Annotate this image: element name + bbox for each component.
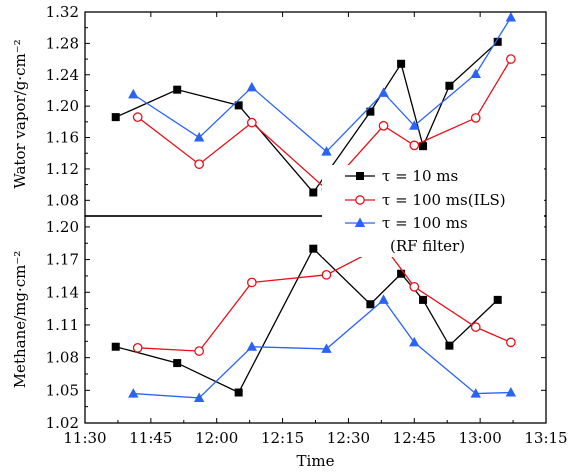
bottom-data-point-0 bbox=[397, 269, 406, 278]
bottom-data-point-1 bbox=[506, 337, 516, 348]
top-y-tick-label: 1.32 bbox=[46, 3, 79, 21]
top-data-point-0 bbox=[234, 101, 243, 110]
x-tick-label: 12:45 bbox=[393, 429, 436, 447]
bottom-data-point-1 bbox=[246, 277, 257, 288]
bottom-series-line-2 bbox=[133, 298, 511, 399]
top-data-point-1 bbox=[409, 140, 420, 151]
x-tick-label: 12:30 bbox=[327, 429, 370, 447]
top-y-axis-label: Wator vapor/g·cm⁻² bbox=[11, 39, 29, 188]
bottom-y-tick-label: 1.20 bbox=[46, 218, 79, 236]
bottom-data-point-0 bbox=[366, 300, 375, 309]
legend-background bbox=[322, 165, 544, 257]
x-tick-label: 12:15 bbox=[261, 429, 304, 447]
top-data-point-2 bbox=[505, 11, 517, 22]
x-axis-label: Time bbox=[297, 452, 335, 470]
bottom-y-tick-label: 1.02 bbox=[46, 414, 79, 432]
bottom-series-line-1 bbox=[137, 244, 512, 352]
top-data-point-0 bbox=[493, 37, 502, 46]
bottom-data-point-0 bbox=[493, 295, 502, 304]
top-data-point-0 bbox=[419, 142, 428, 151]
top-y-tick-label: 1.08 bbox=[46, 191, 79, 209]
bottom-data-point-2 bbox=[470, 388, 481, 398]
top-y-tick-label: 1.20 bbox=[46, 97, 79, 115]
bottom-series-line-0 bbox=[115, 247, 499, 394]
top-y-tick-label: 1.28 bbox=[46, 34, 79, 52]
legend-marker-2 bbox=[354, 217, 366, 227]
bottom-data-point-1 bbox=[194, 346, 205, 356]
top-data-point-0 bbox=[397, 59, 406, 68]
bottom-y-tick-label: 1.11 bbox=[46, 316, 79, 334]
top-data-point-1 bbox=[506, 54, 516, 64]
top-y-tick-label: 1.16 bbox=[46, 129, 79, 147]
top-data-point-0 bbox=[173, 85, 182, 94]
bottom-data-point-2 bbox=[128, 388, 139, 398]
legend-marker-0 bbox=[356, 172, 364, 180]
top-data-point-2 bbox=[470, 68, 481, 78]
top-data-point-1 bbox=[246, 117, 257, 128]
bottom-data-point-2 bbox=[505, 386, 517, 397]
bottom-y-tick-label: 1.08 bbox=[46, 349, 79, 367]
top-data-point-1 bbox=[132, 112, 143, 122]
bottom-data-point-2 bbox=[409, 336, 420, 347]
legend-label-0: τ = 10 ms bbox=[382, 167, 458, 185]
top-data-point-0 bbox=[445, 81, 454, 90]
top-data-point-1 bbox=[378, 120, 389, 131]
bottom-y-tick-label: 1.17 bbox=[46, 251, 79, 269]
bottom-y-tick-label: 1.14 bbox=[46, 283, 79, 301]
bottom-data-point-0 bbox=[445, 341, 454, 350]
bottom-y-axis-label: Methane/mg·cm⁻² bbox=[11, 251, 29, 389]
bottom-data-point-2 bbox=[193, 392, 205, 402]
legend-label-2: τ = 100 ms bbox=[382, 214, 468, 232]
legend-marker-1 bbox=[355, 195, 365, 205]
legend-label-2-line2: (RF filter) bbox=[390, 237, 465, 255]
bottom-data-point-0 bbox=[111, 342, 120, 351]
bottom-data-point-2 bbox=[321, 343, 332, 353]
top-data-point-1 bbox=[194, 159, 205, 170]
top-series-line-2 bbox=[132, 17, 512, 153]
top-y-tick-label: 1.12 bbox=[46, 160, 79, 178]
x-tick-label: 12:00 bbox=[195, 429, 238, 447]
bottom-data-point-0 bbox=[309, 244, 318, 253]
top-data-point-2 bbox=[193, 132, 205, 142]
top-y-tick-label: 1.24 bbox=[46, 66, 79, 84]
bottom-data-point-0 bbox=[234, 388, 243, 397]
x-tick-label: 11:30 bbox=[63, 429, 106, 447]
top-data-point-1 bbox=[470, 113, 481, 123]
top-data-point-0 bbox=[366, 107, 375, 116]
top-data-point-2 bbox=[128, 88, 139, 99]
legend-label-1: τ = 100 ms(ILS) bbox=[382, 191, 506, 209]
top-data-point-2 bbox=[378, 87, 389, 97]
bottom-data-point-1 bbox=[470, 322, 481, 332]
bottom-data-point-2 bbox=[378, 294, 389, 304]
bottom-data-point-1 bbox=[132, 342, 143, 353]
bottom-data-point-0 bbox=[173, 359, 182, 368]
top-data-point-2 bbox=[321, 146, 332, 156]
top-data-point-2 bbox=[246, 81, 258, 92]
top-data-point-0 bbox=[309, 188, 318, 197]
top-series-line-1 bbox=[137, 58, 512, 191]
bottom-data-point-1 bbox=[409, 281, 420, 292]
top-data-point-2 bbox=[409, 120, 420, 130]
x-tick-label: 13:00 bbox=[459, 429, 502, 447]
bottom-data-point-0 bbox=[419, 295, 428, 304]
top-data-point-0 bbox=[111, 113, 120, 122]
bottom-data-point-2 bbox=[246, 341, 258, 351]
x-tick-label: 13:15 bbox=[524, 429, 567, 447]
bottom-data-point-1 bbox=[321, 269, 332, 280]
bottom-y-tick-label: 1.05 bbox=[46, 381, 79, 399]
x-tick-label: 11:45 bbox=[129, 429, 172, 447]
